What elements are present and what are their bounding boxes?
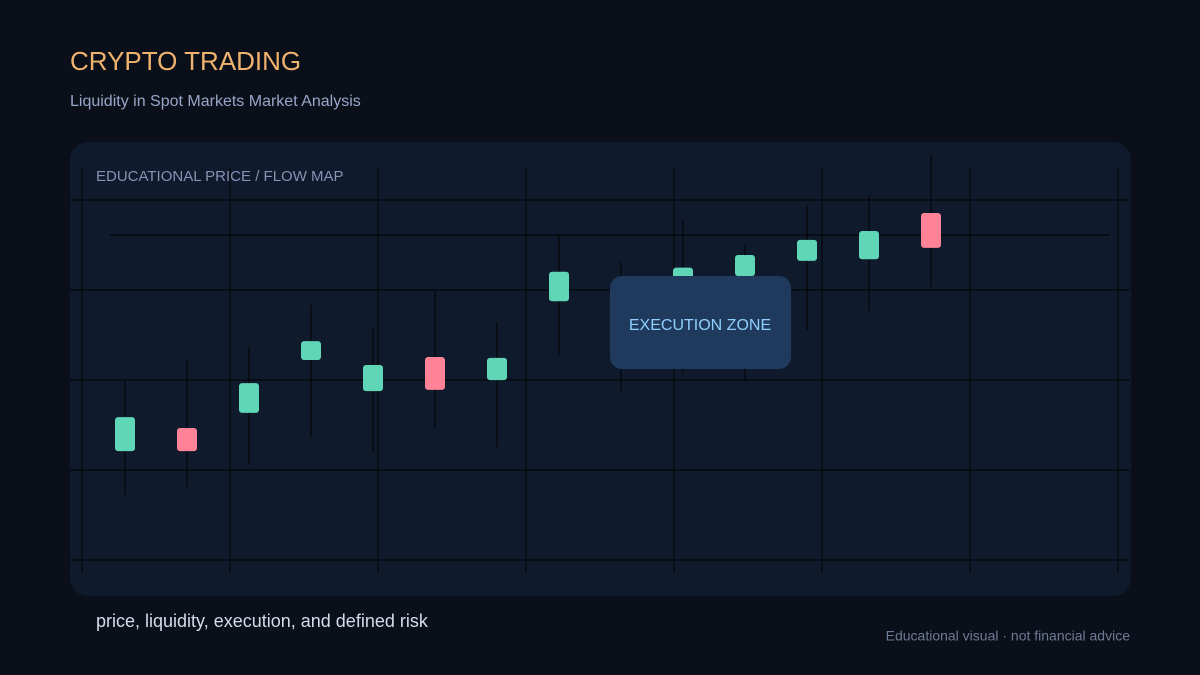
candle-body bbox=[177, 428, 197, 452]
candle-body bbox=[797, 239, 817, 261]
candle-body bbox=[859, 231, 879, 260]
chart-title: EDUCATIONAL PRICE / FLOW MAP bbox=[96, 168, 344, 185]
candle-body bbox=[301, 341, 321, 360]
grid bbox=[70, 168, 1130, 572]
chart-panel bbox=[70, 142, 1131, 596]
candle-body bbox=[115, 417, 135, 452]
candle-body bbox=[735, 255, 755, 276]
execution-zone bbox=[610, 276, 791, 369]
zone-label: EXECUTION ZONE bbox=[629, 317, 771, 334]
footer: Educational visual · not financial advic… bbox=[886, 628, 1131, 644]
candle-body bbox=[239, 383, 259, 413]
subtitle: Liquidity in Spot Markets Market Analysi… bbox=[70, 93, 361, 110]
candle-body bbox=[363, 365, 383, 392]
candle-body bbox=[921, 213, 941, 248]
caption: price, liquidity, execution, and defined… bbox=[96, 611, 429, 631]
candle-body bbox=[549, 271, 569, 302]
title: CRYPTO TRADING bbox=[70, 46, 301, 76]
candle-body bbox=[425, 357, 445, 390]
candle-body bbox=[487, 357, 507, 381]
